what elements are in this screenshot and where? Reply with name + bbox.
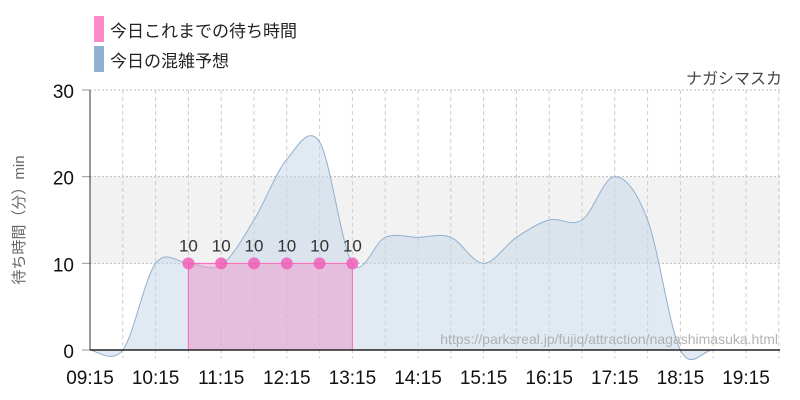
watermark: https://parksreal.jp/fujiq/attraction/na… xyxy=(440,331,778,347)
data-label: 10 xyxy=(310,236,329,255)
legend-swatch-actual xyxy=(94,16,104,42)
attraction-name: ナガシマスカ xyxy=(686,70,782,88)
actual-area xyxy=(187,262,353,351)
actual-points: 10 10 10 10 10 10 xyxy=(179,236,362,270)
data-label: 10 xyxy=(277,236,296,255)
actual-point xyxy=(182,257,195,270)
data-label: 10 xyxy=(179,236,198,255)
actual-point xyxy=(215,257,228,270)
x-tick-label: 14:15 xyxy=(394,368,442,389)
x-tick-label: 12:15 xyxy=(263,368,311,389)
legend-item-forecast[interactable]: 今日の混雑予想 xyxy=(94,44,297,74)
x-tick-label: 15:15 xyxy=(460,368,508,389)
legend-swatch-forecast xyxy=(94,46,104,72)
axes: 0 10 20 30 09:15 10:15 11:15 12:15 13:15 14:15 15:… xyxy=(53,82,780,389)
data-label: 10 xyxy=(212,236,231,255)
y-tick-label: 30 xyxy=(53,82,74,103)
data-label: 10 xyxy=(245,236,264,255)
x-tick-label: 10:15 xyxy=(132,368,180,389)
actual-point xyxy=(313,257,326,270)
legend: 今日これまでの待ち時間 今日の混雑予想 xyxy=(94,14,297,74)
y-axis-label: 待ち時間（分）min xyxy=(11,155,28,284)
y-tick-label: 0 xyxy=(63,342,74,363)
x-tick-label: 18:15 xyxy=(657,368,705,389)
x-tick-label: 17:15 xyxy=(591,368,639,389)
legend-item-actual[interactable]: 今日これまでの待ち時間 xyxy=(94,14,297,44)
x-tick-label: 16:15 xyxy=(525,368,573,389)
y-tick-label: 10 xyxy=(53,255,74,276)
actual-point xyxy=(280,257,293,270)
actual-point xyxy=(346,257,359,270)
x-tick-label: 19:15 xyxy=(722,368,770,389)
legend-label: 今日の混雑予想 xyxy=(110,51,229,71)
legend-label: 今日これまでの待ち時間 xyxy=(110,21,297,41)
data-label: 10 xyxy=(343,236,362,255)
x-tick-label: 13:15 xyxy=(329,368,377,389)
actual-point xyxy=(248,257,260,270)
y-tick-label: 20 xyxy=(53,169,74,190)
x-tick-label: 11:15 xyxy=(198,368,244,389)
x-tick-label: 09:15 xyxy=(66,368,114,389)
